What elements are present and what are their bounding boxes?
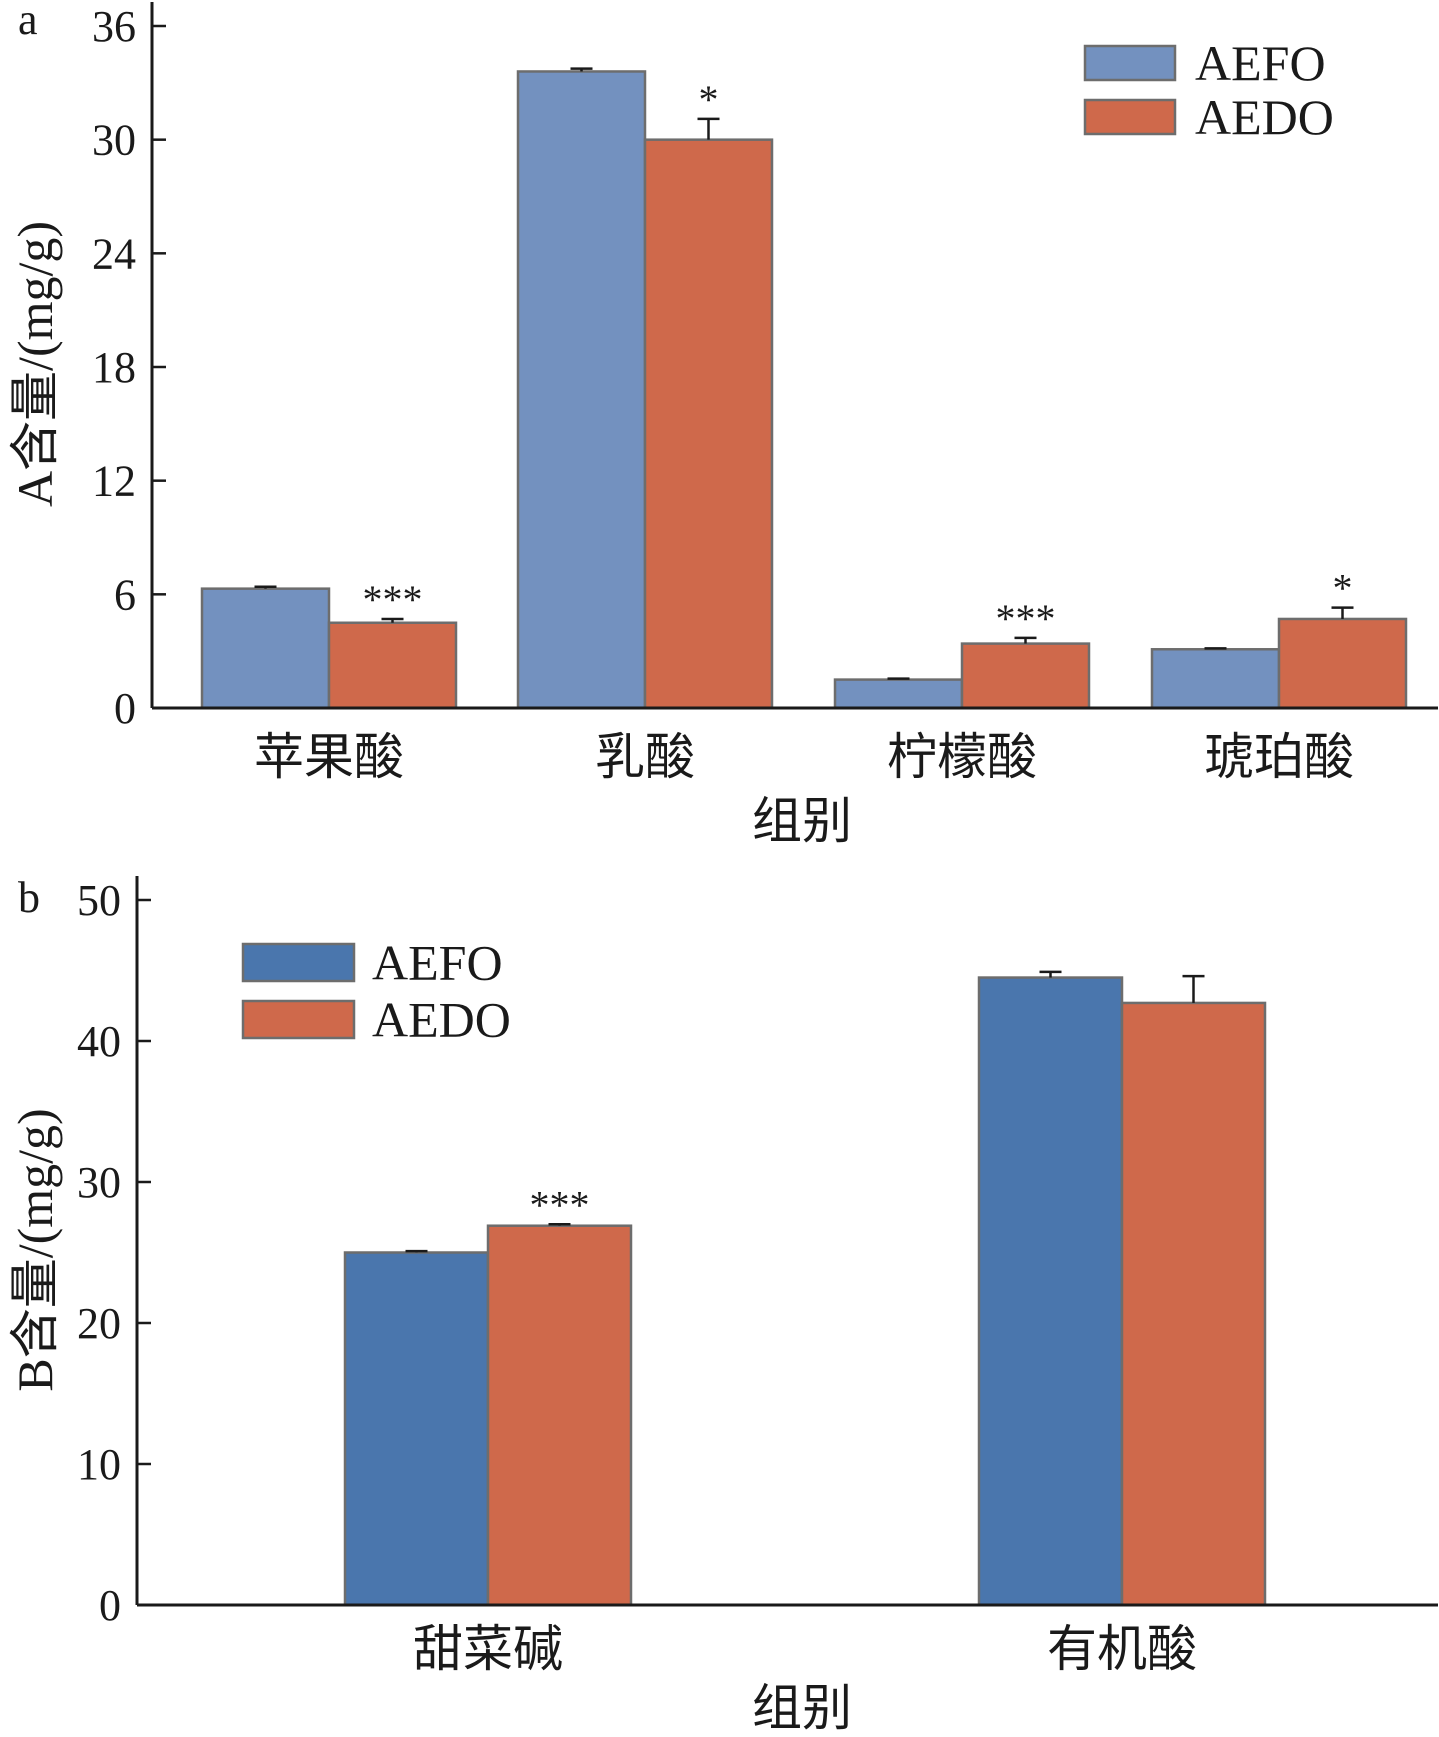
y-tick-label: 36 bbox=[92, 2, 136, 51]
bar-aedo bbox=[643, 138, 774, 710]
x-tick-label: 甜菜碱 bbox=[413, 1621, 563, 1677]
x-tick-label: 乳酸 bbox=[595, 729, 695, 785]
bar-aedo bbox=[1120, 1001, 1267, 1607]
legend-swatch-aedo bbox=[241, 999, 356, 1040]
bar-aefo bbox=[833, 678, 964, 710]
y-tick-label: 6 bbox=[114, 570, 136, 619]
x-tick-label: 琥珀酸 bbox=[1204, 729, 1354, 785]
y-axis-title: B含量/(mg/g) bbox=[7, 1108, 63, 1391]
y-tick-label: 30 bbox=[92, 116, 136, 165]
x-tick-label: 有机酸 bbox=[1047, 1621, 1197, 1677]
y-tick-label: 18 bbox=[92, 343, 136, 392]
y-tick-label: 10 bbox=[77, 1440, 121, 1489]
y-tick-label: 40 bbox=[77, 1017, 121, 1066]
legend-swatch-aefo bbox=[1083, 44, 1177, 82]
bar-aefo bbox=[1150, 648, 1281, 710]
legend-label-aefo: AEFO bbox=[1195, 35, 1326, 91]
y-axis-title: A含量/(mg/g) bbox=[7, 221, 63, 507]
bar-aedo bbox=[960, 642, 1091, 710]
significance-label: * bbox=[1333, 566, 1353, 611]
x-axis-title: 组别 bbox=[752, 1680, 852, 1736]
legend-swatch-aedo bbox=[1083, 98, 1177, 136]
bar-aedo bbox=[327, 621, 458, 710]
significance-label: *** bbox=[996, 596, 1056, 641]
panel-label: b bbox=[18, 873, 40, 922]
bar-aefo bbox=[516, 70, 647, 710]
x-axis-title: 组别 bbox=[752, 793, 852, 849]
legend-label-aefo: AEFO bbox=[372, 935, 503, 991]
y-tick-label: 12 bbox=[92, 457, 136, 506]
bar-aedo bbox=[486, 1224, 633, 1607]
legend-label-aedo: AEDO bbox=[372, 992, 511, 1048]
bar-aedo bbox=[1277, 617, 1408, 710]
x-tick-label: 苹果酸 bbox=[254, 729, 404, 785]
y-tick-label: 0 bbox=[99, 1581, 121, 1630]
y-tick-label: 50 bbox=[77, 876, 121, 925]
bar-aefo bbox=[977, 976, 1124, 1607]
significance-label: * bbox=[699, 77, 719, 122]
legend-swatch-aefo bbox=[241, 942, 356, 983]
y-tick-label: 0 bbox=[114, 684, 136, 733]
y-tick-label: 24 bbox=[92, 229, 136, 278]
significance-label: *** bbox=[363, 577, 423, 622]
panel-label: a bbox=[18, 0, 38, 44]
legend-label-aedo: AEDO bbox=[1195, 89, 1334, 145]
bar-aefo bbox=[343, 1251, 490, 1607]
significance-label: *** bbox=[530, 1182, 590, 1227]
y-tick-label: 30 bbox=[77, 1158, 121, 1207]
x-tick-label: 柠檬酸 bbox=[887, 729, 1037, 785]
bar-aefo bbox=[200, 587, 331, 710]
y-tick-label: 20 bbox=[77, 1299, 121, 1348]
